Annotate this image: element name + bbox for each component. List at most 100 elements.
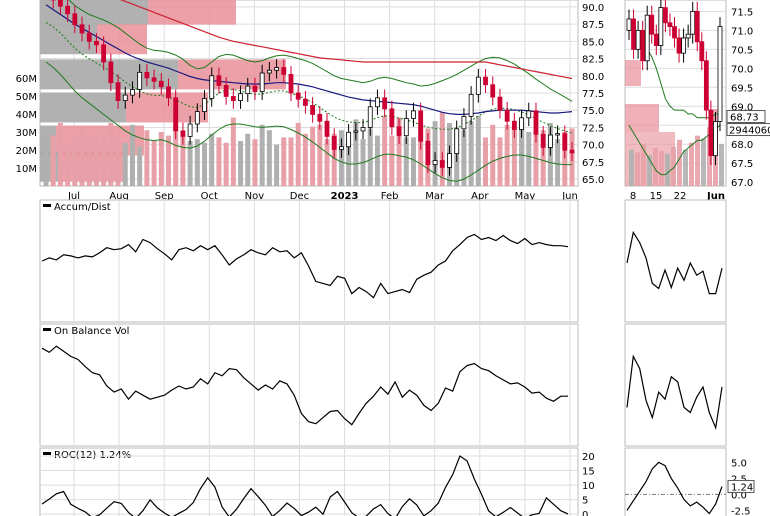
volume-bar bbox=[57, 123, 63, 186]
zoom-volume-bar bbox=[719, 144, 724, 186]
candle-body bbox=[403, 118, 409, 137]
zoom-candle-body bbox=[653, 33, 659, 46]
volume-bar bbox=[43, 130, 49, 186]
zoom-candle-body bbox=[631, 18, 636, 50]
candle-body bbox=[367, 106, 373, 128]
volume-bar bbox=[562, 132, 568, 186]
volume-bar bbox=[439, 112, 445, 186]
volume-bar bbox=[418, 124, 424, 186]
zoom-candle-body bbox=[708, 109, 714, 157]
zoom-price-panel: 71.571.070.570.069.569.068.568.067.567.0… bbox=[624, 0, 770, 202]
candle-body bbox=[58, 0, 63, 7]
candle-body bbox=[375, 97, 380, 108]
volume-bar bbox=[86, 137, 92, 186]
zoom-candle-body bbox=[685, 33, 691, 39]
candle-body bbox=[266, 69, 272, 74]
roc-tick-label: 5 bbox=[582, 496, 588, 507]
roc-value-label: 1.24 bbox=[731, 482, 753, 493]
volume-bar bbox=[483, 137, 489, 186]
month-tick-label: Mar bbox=[425, 191, 445, 202]
zoom-volume-bar bbox=[629, 149, 634, 186]
zoom-price-tick-label: 71.5 bbox=[731, 7, 753, 18]
zoom-volume-bar bbox=[683, 149, 688, 186]
volume-bar bbox=[122, 142, 128, 186]
zoom-candle-body bbox=[640, 29, 646, 62]
month-tick-label: 2023 bbox=[331, 191, 359, 202]
volume-by-price-up-bar bbox=[40, 151, 60, 182]
accum-dist-zoom-line bbox=[626, 230, 723, 295]
volume-bar bbox=[72, 137, 78, 186]
volume-bar bbox=[266, 130, 272, 186]
on-balance-vol-zoom-line bbox=[626, 354, 723, 430]
candle-body bbox=[180, 130, 186, 137]
candle-body bbox=[115, 82, 121, 101]
zoom-price-tick-label: 70.0 bbox=[731, 64, 753, 75]
candle-body bbox=[555, 133, 560, 136]
candle-body bbox=[230, 96, 236, 101]
volume-tick-label: 20M bbox=[16, 146, 37, 157]
month-tick-label: Dec bbox=[290, 191, 309, 202]
volume-bar bbox=[115, 139, 121, 186]
volume-bar bbox=[187, 141, 193, 186]
zoom-date-tick-label: 22 bbox=[674, 191, 687, 202]
month-tick-label: Nov bbox=[245, 191, 265, 202]
roc-tick-label: 20 bbox=[582, 452, 595, 463]
volume-bar bbox=[526, 132, 532, 186]
zoom-candle-body bbox=[672, 26, 677, 39]
zoom-candle-body bbox=[690, 10, 696, 35]
volume-bar bbox=[108, 123, 114, 186]
volume-tick-label: 40M bbox=[16, 110, 37, 121]
candle-body bbox=[382, 97, 388, 110]
bollinger-middle-line bbox=[45, 21, 573, 134]
price-tick-label: 70.0 bbox=[582, 141, 604, 152]
zoom-volume-bar bbox=[677, 139, 682, 186]
volume-bar bbox=[353, 119, 359, 186]
candle-body bbox=[101, 44, 107, 63]
candle-body bbox=[194, 111, 200, 125]
volume-bar bbox=[223, 142, 229, 186]
price-tick-label: 75.0 bbox=[582, 106, 604, 117]
candle-body bbox=[504, 109, 510, 122]
month-tick-label: Apr bbox=[471, 191, 489, 202]
on-balance-vol-zoom-frame bbox=[624, 323, 727, 447]
candle-body bbox=[411, 110, 416, 119]
zoom-volume-bar bbox=[707, 127, 712, 186]
volume-bar bbox=[475, 115, 481, 186]
volume-bar bbox=[101, 133, 107, 186]
volume-bar bbox=[374, 135, 380, 186]
volume-bar bbox=[490, 124, 496, 186]
zoom-candle-body bbox=[649, 14, 655, 35]
on-balance-vol-line bbox=[41, 345, 568, 426]
roc-tick-label: 10 bbox=[582, 481, 595, 492]
volume-bar bbox=[137, 146, 143, 186]
zoom-date-tick-label: 15 bbox=[650, 191, 663, 202]
zoom-volume-bar bbox=[641, 144, 646, 186]
volume-bar bbox=[158, 132, 164, 186]
zoom-price-tick-label: 69.0 bbox=[731, 102, 753, 113]
zoom-volume-bar bbox=[659, 151, 664, 186]
volume-tick-label: 30M bbox=[16, 128, 37, 139]
volume-bar bbox=[259, 124, 265, 186]
candle-body bbox=[511, 120, 517, 130]
zoom-volume-bar bbox=[647, 155, 652, 186]
volume-bar bbox=[310, 126, 316, 186]
volume-bar bbox=[230, 117, 236, 186]
candle-body bbox=[281, 67, 287, 75]
price-tick-label: 82.5 bbox=[582, 55, 604, 66]
volume-bar bbox=[396, 117, 402, 186]
volume-by-price-down-bar bbox=[178, 59, 286, 90]
candle-body bbox=[547, 134, 553, 148]
volume-bar bbox=[497, 137, 503, 186]
candle-body bbox=[475, 76, 481, 95]
zoom-candle-body bbox=[663, 7, 668, 24]
candle-body bbox=[108, 61, 114, 84]
candle-body bbox=[454, 128, 460, 155]
roc-zoom-tick-label: 0.0 bbox=[731, 490, 747, 501]
candle-body bbox=[310, 105, 316, 115]
zoom-candle-body bbox=[717, 26, 723, 122]
last-volume-value: 29440600 bbox=[729, 126, 770, 137]
sma-50-line bbox=[45, 4, 573, 115]
zoom-vbp-bar bbox=[625, 60, 641, 86]
volume-bar bbox=[367, 128, 373, 186]
